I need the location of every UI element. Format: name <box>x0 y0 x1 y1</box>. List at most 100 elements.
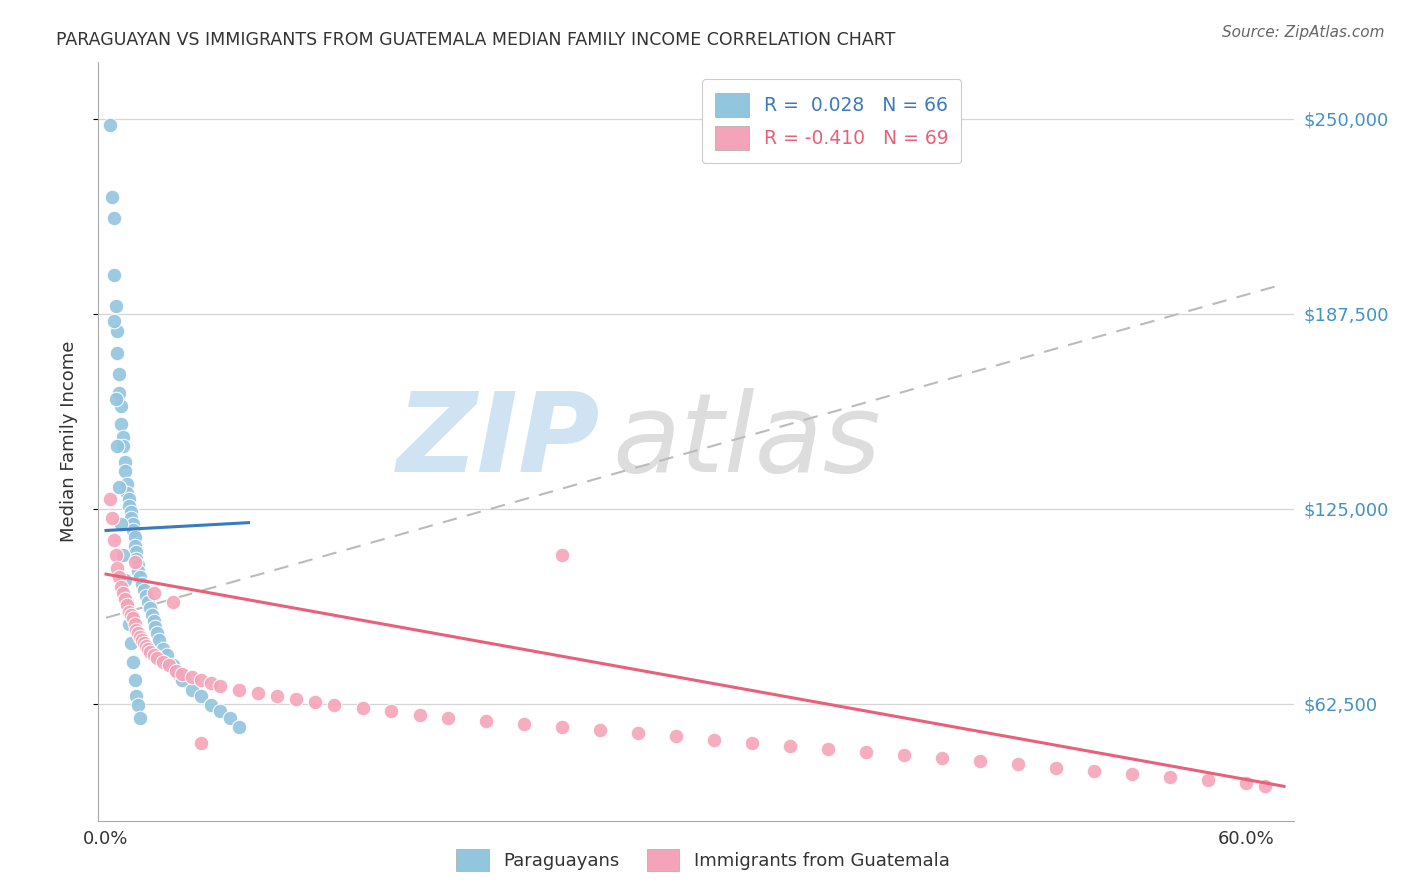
Point <box>170 667 193 681</box>
Point <box>118 499 141 513</box>
Point <box>121 655 143 669</box>
Point <box>100 511 122 525</box>
Point <box>131 632 153 647</box>
Point <box>779 739 801 753</box>
Point <box>437 711 460 725</box>
Point <box>285 692 308 706</box>
Point <box>190 673 212 688</box>
Point <box>103 211 125 226</box>
Point <box>142 648 165 663</box>
Point <box>127 558 149 572</box>
Point <box>1159 770 1181 784</box>
Point <box>107 345 129 359</box>
Point <box>152 655 174 669</box>
Point <box>118 605 141 619</box>
Point <box>145 620 167 634</box>
Point <box>112 439 135 453</box>
Point <box>125 545 148 559</box>
Point <box>228 720 250 734</box>
Point <box>165 664 187 678</box>
Point <box>146 651 169 665</box>
Point <box>156 648 179 663</box>
Point <box>551 720 574 734</box>
Point <box>513 717 536 731</box>
Point <box>627 726 650 740</box>
Point <box>108 386 131 401</box>
Legend: R =  0.028   N = 66, R = -0.410   N = 69: R = 0.028 N = 66, R = -0.410 N = 69 <box>702 79 962 163</box>
Point <box>104 299 127 313</box>
Point <box>323 698 346 713</box>
Point <box>380 705 402 719</box>
Point <box>131 576 153 591</box>
Point <box>103 533 125 547</box>
Point <box>108 368 131 382</box>
Point <box>124 673 146 688</box>
Point <box>129 711 152 725</box>
Point <box>208 705 231 719</box>
Point <box>112 430 135 444</box>
Point <box>142 614 165 628</box>
Point <box>589 723 612 738</box>
Point <box>124 539 146 553</box>
Point <box>141 607 163 622</box>
Point <box>146 626 169 640</box>
Point <box>551 549 574 563</box>
Point <box>129 570 152 584</box>
Point <box>98 492 121 507</box>
Point <box>817 742 839 756</box>
Point <box>855 745 877 759</box>
Point <box>110 399 132 413</box>
Point <box>108 480 131 494</box>
Point <box>180 670 202 684</box>
Point <box>135 639 157 653</box>
Point <box>200 676 222 690</box>
Y-axis label: Median Family Income: Median Family Income <box>59 341 77 542</box>
Point <box>132 582 155 597</box>
Point <box>1234 776 1257 790</box>
Point <box>112 586 135 600</box>
Point <box>266 689 288 703</box>
Point <box>135 589 157 603</box>
Legend: Paraguayans, Immigrants from Guatemala: Paraguayans, Immigrants from Guatemala <box>450 842 956 879</box>
Point <box>703 732 725 747</box>
Point <box>893 748 915 763</box>
Point <box>115 476 138 491</box>
Point <box>170 673 193 688</box>
Point <box>120 505 142 519</box>
Point <box>152 642 174 657</box>
Point <box>1007 757 1029 772</box>
Point <box>475 714 498 728</box>
Point <box>118 617 141 632</box>
Point <box>1121 767 1143 781</box>
Point <box>138 645 160 659</box>
Point <box>136 595 159 609</box>
Point <box>127 626 149 640</box>
Point <box>1083 764 1105 778</box>
Point <box>200 698 222 713</box>
Point <box>124 555 146 569</box>
Point <box>114 574 136 588</box>
Point <box>114 592 136 607</box>
Point <box>121 517 143 532</box>
Point <box>129 630 152 644</box>
Point <box>132 636 155 650</box>
Point <box>228 682 250 697</box>
Point <box>247 686 270 700</box>
Point <box>142 586 165 600</box>
Point <box>969 755 991 769</box>
Point <box>931 751 953 765</box>
Point <box>190 736 212 750</box>
Point <box>112 549 135 563</box>
Point <box>104 392 127 407</box>
Point <box>127 698 149 713</box>
Point <box>408 707 430 722</box>
Point <box>218 711 240 725</box>
Point <box>115 486 138 500</box>
Point <box>114 464 136 478</box>
Point <box>167 667 190 681</box>
Point <box>1045 761 1067 775</box>
Point <box>162 657 184 672</box>
Point <box>118 492 141 507</box>
Point <box>103 268 125 282</box>
Point <box>125 551 148 566</box>
